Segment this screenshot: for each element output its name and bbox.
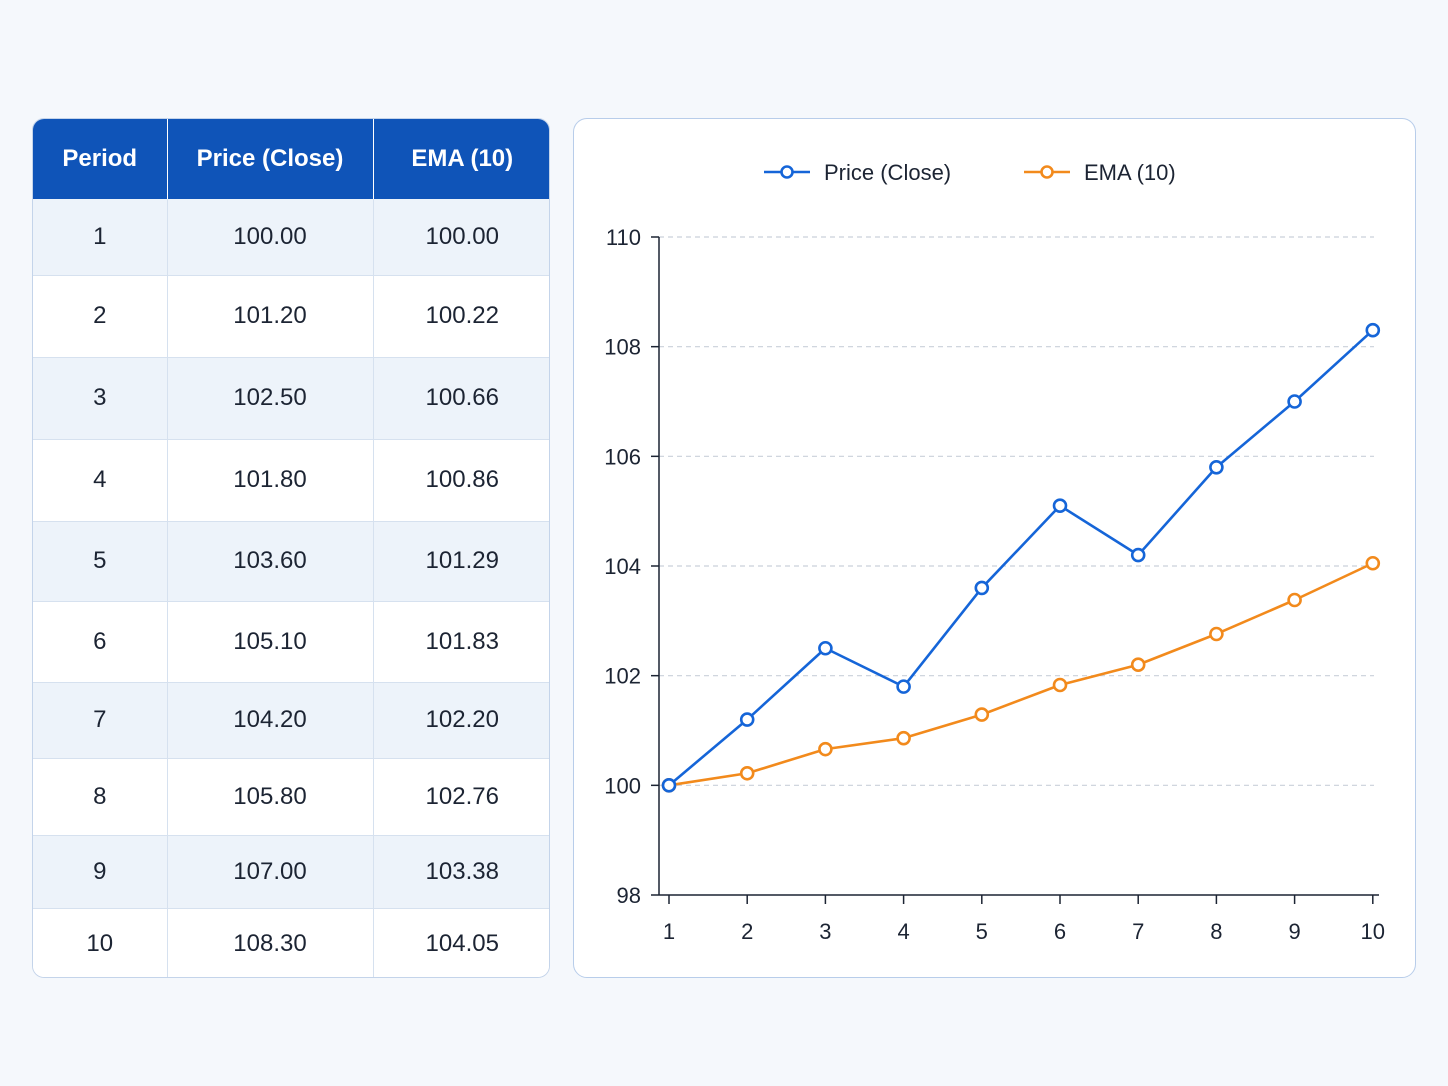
x-tick-label: 8 (1210, 919, 1222, 944)
table-row: 4 101.80 100.86 (33, 439, 549, 522)
data-point (661, 778, 677, 793)
table-row: 3 102.50 100.66 (33, 357, 549, 440)
data-point (1365, 555, 1381, 571)
table-row: 2 101.20 100.22 (33, 275, 549, 358)
data-point (1130, 547, 1146, 563)
cell-ema-10: 103.38 (373, 835, 549, 909)
cell-ema-10: 101.29 (373, 521, 549, 602)
table-row: 10 108.30 104.05 (33, 908, 549, 977)
cell-price-close: 103.60 (167, 521, 374, 602)
cell-period: 3 (33, 357, 168, 440)
x-tick-label: 4 (897, 919, 909, 944)
table-row: 1 100.00 100.00 (33, 199, 549, 276)
data-table-card: Period Price (Close) EMA (10) 1 100.00 100… (32, 118, 550, 978)
data-point (1287, 592, 1302, 608)
data-point (1052, 677, 1068, 693)
data-point (896, 679, 911, 694)
line-chart: 98 100 102 104 106 108 110 1 2 3 4 5 6 7 8 9 10 Price (Cl… (604, 160, 1385, 944)
y-tick-label: 98 (617, 883, 641, 908)
y-tick-label: 100 (604, 773, 641, 798)
y-tick-label: 106 (604, 444, 641, 469)
x-tick-label: 5 (976, 919, 988, 944)
cell-period: 10 (33, 908, 168, 977)
cell-price-close: 101.20 (167, 275, 374, 358)
x-tick-label: 9 (1288, 919, 1300, 944)
cell-period: 9 (33, 835, 168, 909)
data-point (896, 730, 911, 746)
cell-period: 4 (33, 439, 168, 522)
cell-ema-10: 100.00 (373, 199, 549, 276)
cell-ema-10: 104.05 (373, 908, 549, 977)
x-tick-label: 10 (1361, 919, 1385, 944)
cell-price-close: 107.00 (167, 835, 374, 909)
cell-ema-10: 100.22 (373, 275, 549, 358)
x-tick-label: 2 (741, 919, 753, 944)
table-row: 8 105.80 102.76 (33, 758, 549, 836)
y-tick-label: 110 (606, 225, 641, 250)
cell-ema-10: 102.20 (373, 682, 549, 759)
cell-ema-10: 100.86 (373, 439, 549, 522)
legend-label: Price (Close) (824, 160, 951, 185)
header-ema-10: EMA (10) (373, 119, 549, 199)
x-tick-label: 3 (819, 919, 831, 944)
ema-data-table: Period Price (Close) EMA (10) 1 100.00 100… (33, 119, 549, 977)
y-tick-label: 102 (604, 664, 641, 689)
data-point (739, 765, 755, 781)
x-tick-label: 6 (1054, 919, 1066, 944)
data-point (818, 741, 833, 757)
cell-period: 1 (33, 199, 168, 276)
series-line (668, 562, 1374, 787)
cell-price-close: 104.20 (167, 682, 374, 759)
data-point (1130, 657, 1146, 673)
cell-price-close: 102.50 (167, 357, 374, 440)
data-point (818, 640, 833, 656)
data-point (974, 707, 990, 722)
legend-label: EMA (10) (1084, 160, 1176, 185)
cell-period: 5 (33, 521, 168, 602)
table-row: 6 105.10 101.83 (33, 601, 549, 683)
data-point (1287, 394, 1302, 409)
y-tick-label: 108 (604, 335, 641, 360)
data-point (739, 712, 755, 727)
series-line (668, 329, 1374, 787)
cell-price-close: 108.30 (167, 908, 374, 977)
legend-marker (1040, 165, 1054, 179)
table-row: 7 104.20 102.20 (33, 682, 549, 759)
data-point (1209, 626, 1224, 642)
table-row: 5 103.60 101.29 (33, 521, 549, 602)
chart-card: 98 100 102 104 106 108 110 1 2 3 4 5 6 7 8 9 10 Price (Cl… (573, 118, 1416, 978)
legend-marker (780, 165, 794, 179)
data-point (1365, 322, 1381, 338)
table-header-row: Period Price (Close) EMA (10) (33, 119, 549, 199)
cell-period: 6 (33, 601, 168, 683)
x-tick-label: 7 (1132, 919, 1144, 944)
x-tick-label: 1 (663, 919, 675, 944)
cell-period: 2 (33, 275, 168, 358)
cell-price-close: 105.80 (167, 758, 374, 836)
header-period: Period (33, 119, 168, 199)
table-row: 9 107.00 103.38 (33, 835, 549, 909)
cell-price-close: 105.10 (167, 601, 374, 683)
cell-period: 8 (33, 758, 168, 836)
y-tick-label: 104 (604, 554, 641, 579)
header-price-close: Price (Close) (167, 119, 374, 199)
cell-price-close: 100.00 (167, 199, 374, 276)
data-point (974, 580, 990, 596)
cell-ema-10: 101.83 (373, 601, 549, 683)
cell-ema-10: 102.76 (373, 758, 549, 836)
cell-price-close: 101.80 (167, 439, 374, 522)
cell-period: 7 (33, 682, 168, 759)
cell-ema-10: 100.66 (373, 357, 549, 440)
data-point (1209, 459, 1224, 475)
data-point (1052, 498, 1068, 513)
